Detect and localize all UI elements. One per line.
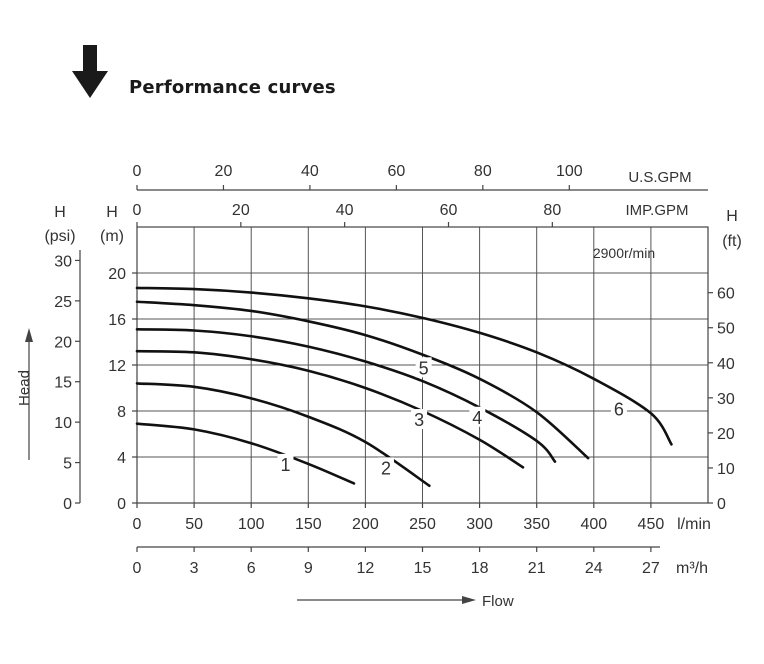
lpm-tick-label: 250 bbox=[409, 516, 436, 533]
curve-label-4: 4 bbox=[472, 408, 482, 428]
lpm-tick-label: 300 bbox=[466, 516, 493, 533]
psi-tick-label: 15 bbox=[54, 375, 72, 392]
psi-tick-label: 20 bbox=[54, 334, 72, 351]
curve-label-bg bbox=[469, 406, 486, 427]
m3h-tick-label: 21 bbox=[528, 560, 546, 577]
usgpm-tick-label: 100 bbox=[556, 163, 583, 180]
curve-6 bbox=[135, 286, 673, 446]
impgpm-tick-label: 0 bbox=[133, 202, 142, 219]
lpm-tick-label: 200 bbox=[352, 516, 379, 533]
ft-tick-label: 30 bbox=[717, 391, 735, 408]
m-tick-label: 4 bbox=[117, 450, 126, 467]
down-arrow-icon bbox=[72, 45, 108, 98]
m3h-tick-label: 15 bbox=[414, 560, 432, 577]
m-label-top: H bbox=[106, 204, 118, 221]
usgpm-tick-label: 80 bbox=[474, 163, 492, 180]
head-arrow-icon bbox=[25, 328, 33, 342]
m3h-tick-label: 6 bbox=[247, 560, 256, 577]
rpm-annotation: 2900r/min bbox=[593, 245, 655, 261]
m-tick-label: 8 bbox=[117, 404, 126, 421]
m3h-tick-label: 9 bbox=[304, 560, 313, 577]
psi-tick-label: 25 bbox=[54, 294, 72, 311]
m-tick-label: 12 bbox=[108, 358, 126, 375]
m3h-tick-label: 3 bbox=[190, 560, 199, 577]
usgpm-tick-label: 60 bbox=[387, 163, 405, 180]
curve-label-1: 1 bbox=[280, 455, 290, 475]
usgpm-tick-label: 0 bbox=[133, 163, 142, 180]
psi-tick-label: 10 bbox=[54, 415, 72, 432]
impgpm-unit: IMP.GPM bbox=[625, 202, 688, 219]
lpm-tick-label: 450 bbox=[638, 516, 665, 533]
m3h-tick-label: 27 bbox=[642, 560, 660, 577]
ft-label-unit: (ft) bbox=[722, 233, 742, 250]
psi-tick-label: 30 bbox=[54, 253, 72, 270]
m-label-unit: (m) bbox=[100, 228, 124, 245]
lpm-unit: l/min bbox=[677, 516, 711, 533]
curve-3 bbox=[135, 349, 525, 469]
psi-label-top: H bbox=[54, 204, 66, 221]
ft-tick-label: 40 bbox=[717, 356, 735, 373]
curve-1 bbox=[135, 422, 356, 485]
impgpm-tick-label: 80 bbox=[543, 202, 561, 219]
curve-label-bg bbox=[415, 357, 432, 378]
curve-5 bbox=[135, 300, 590, 460]
curve-label-5: 5 bbox=[419, 358, 429, 378]
curve-label-bg bbox=[411, 409, 428, 430]
lpm-tick-label: 0 bbox=[133, 516, 142, 533]
y-axis-title: Head bbox=[16, 370, 33, 406]
usgpm-unit: U.S.GPM bbox=[628, 169, 691, 186]
ft-tick-label: 60 bbox=[717, 286, 735, 303]
ft-tick-label: 0 bbox=[717, 496, 726, 513]
usgpm-tick-label: 20 bbox=[215, 163, 233, 180]
usgpm-tick-label: 40 bbox=[301, 163, 319, 180]
ft-tick-label: 50 bbox=[717, 321, 735, 338]
m3h-tick-label: 18 bbox=[471, 560, 489, 577]
m3h-tick-label: 24 bbox=[585, 560, 603, 577]
lpm-tick-label: 100 bbox=[238, 516, 265, 533]
lpm-tick-label: 350 bbox=[523, 516, 550, 533]
lpm-tick-label: 400 bbox=[580, 516, 607, 533]
lpm-tick-label: 150 bbox=[295, 516, 322, 533]
flow-arrow-icon bbox=[462, 596, 476, 604]
lpm-tick-label: 50 bbox=[185, 516, 203, 533]
curve-label-3: 3 bbox=[414, 410, 424, 430]
m3h-tick-label: 0 bbox=[133, 560, 142, 577]
page-title: Performance curves bbox=[129, 77, 336, 98]
m3h-tick-label: 12 bbox=[357, 560, 375, 577]
ft-label-top: H bbox=[726, 208, 738, 225]
impgpm-tick-label: 60 bbox=[440, 202, 458, 219]
curve-label-bg bbox=[610, 398, 627, 419]
m-tick-label: 16 bbox=[108, 312, 126, 329]
curve-label-bg bbox=[277, 453, 294, 474]
m3h-unit: m³/h bbox=[676, 560, 708, 577]
m-tick-label: 0 bbox=[117, 496, 126, 513]
ft-tick-label: 20 bbox=[717, 426, 735, 443]
psi-tick-label: 5 bbox=[63, 456, 72, 473]
ft-tick-label: 10 bbox=[717, 461, 735, 478]
curve-4 bbox=[135, 328, 557, 463]
curve-2 bbox=[135, 382, 431, 488]
impgpm-tick-label: 40 bbox=[336, 202, 354, 219]
psi-label-unit: (psi) bbox=[44, 228, 75, 245]
psi-tick-label: 0 bbox=[63, 496, 72, 513]
curve-label-2: 2 bbox=[381, 458, 391, 478]
m-tick-label: 20 bbox=[108, 266, 126, 283]
curve-label-6: 6 bbox=[614, 400, 624, 420]
impgpm-tick-label: 20 bbox=[232, 202, 250, 219]
x-axis-title: Flow bbox=[482, 593, 514, 610]
curve-label-bg bbox=[377, 457, 394, 478]
